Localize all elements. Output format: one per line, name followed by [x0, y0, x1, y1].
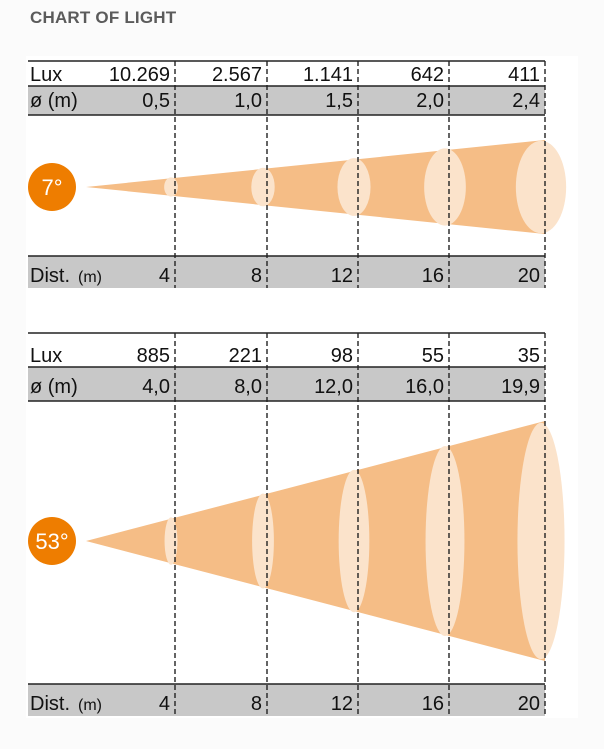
chart1-angle-label: 7° [41, 175, 62, 200]
chart2-diameter-value-4: 16,0 [405, 376, 444, 398]
chart1-distance-value-4: 16 [422, 265, 444, 287]
chart1-distance-value-5: 20 [518, 265, 540, 287]
chart2-distance-value-2: 8 [251, 693, 262, 715]
chart1-diameter-value-2: 1,0 [234, 90, 262, 112]
chart1-distance-value-2: 8 [251, 265, 262, 287]
chart1-diameter-row-bg [28, 86, 545, 115]
chart1-lux-value-5: 411 [508, 64, 540, 86]
chart1-distance-row-bg [28, 256, 545, 288]
chart1-lux-value-4: 642 [411, 64, 444, 86]
chart2-diameter-label: ø (m) [30, 376, 78, 398]
chart1-distance-value-1: 4 [159, 265, 170, 287]
chart1-angle-badge [28, 163, 76, 211]
chart2-diameter-value-1: 4,0 [142, 376, 170, 398]
chart2-lux-value-1: 885 [137, 345, 170, 367]
chart2-distance-value-1: 4 [159, 693, 170, 715]
chart2-beam-ellipse-4 [425, 445, 465, 637]
chart2-distance-row-bg [28, 684, 545, 716]
chart1-diameter-value-5: 2,4 [512, 90, 540, 112]
chart2-distance-unit: (m) [78, 697, 102, 714]
chart1-beam-ellipse-3 [337, 158, 371, 216]
chart2-diameter-value-2: 8,0 [234, 376, 262, 398]
chart2-lux-value-3: 98 [331, 345, 353, 367]
chart2-distance-label: Dist. [30, 693, 70, 715]
page-title: CHART OF LIGHT [30, 8, 177, 27]
chart2-beam-ellipse-5 [517, 422, 565, 660]
chart2-light-cone [86, 421, 545, 661]
chart1-light-cone [86, 140, 545, 234]
chart2-angle-label: 53° [35, 529, 68, 554]
chart1-distance-value-3: 12 [331, 265, 353, 287]
chart2-diameter-row-bg [28, 367, 545, 401]
chart1-lux-label: Lux [30, 64, 62, 86]
chart2-lux-value-5: 35 [518, 345, 540, 367]
chart2-distance-value-5: 20 [518, 693, 540, 715]
chart2-lux-label: Lux [30, 345, 62, 367]
chart2-beam-ellipse-3 [338, 469, 370, 613]
chart1-beam-ellipse-5 [515, 140, 567, 234]
chart1-distance-unit: (m) [78, 269, 102, 286]
chart1-lux-value-3: 1.141 [303, 64, 353, 86]
chart2-lux-value-4: 55 [422, 345, 444, 367]
chart1-distance-label: Dist. [30, 265, 70, 287]
chart1-diameter-value-1: 0,5 [142, 90, 170, 112]
chart2-beam-ellipse-2 [252, 493, 274, 589]
chart2-angle-badge [28, 517, 76, 565]
chart1-beam-ellipse-4 [424, 148, 466, 226]
chart1-diameter-label: ø (m) [30, 90, 78, 112]
chart1-beam-ellipse-1 [164, 177, 178, 197]
chart2-distance-value-3: 12 [331, 693, 353, 715]
chart1-diameter-value-3: 1,5 [325, 90, 353, 112]
chart1-lux-value-1: 10.269 [109, 64, 170, 86]
chart2-diameter-value-5: 19,9 [501, 376, 540, 398]
chart2-lux-value-2: 221 [229, 345, 262, 367]
chart1-diameter-value-4: 2,0 [416, 90, 444, 112]
chart1-beam-ellipse-2 [251, 167, 275, 207]
chart2-diameter-value-3: 12,0 [314, 376, 353, 398]
chart2-beam-ellipse-1 [164, 517, 178, 565]
chart2-distance-value-4: 16 [422, 693, 444, 715]
chart1-lux-value-2: 2.567 [212, 64, 262, 86]
